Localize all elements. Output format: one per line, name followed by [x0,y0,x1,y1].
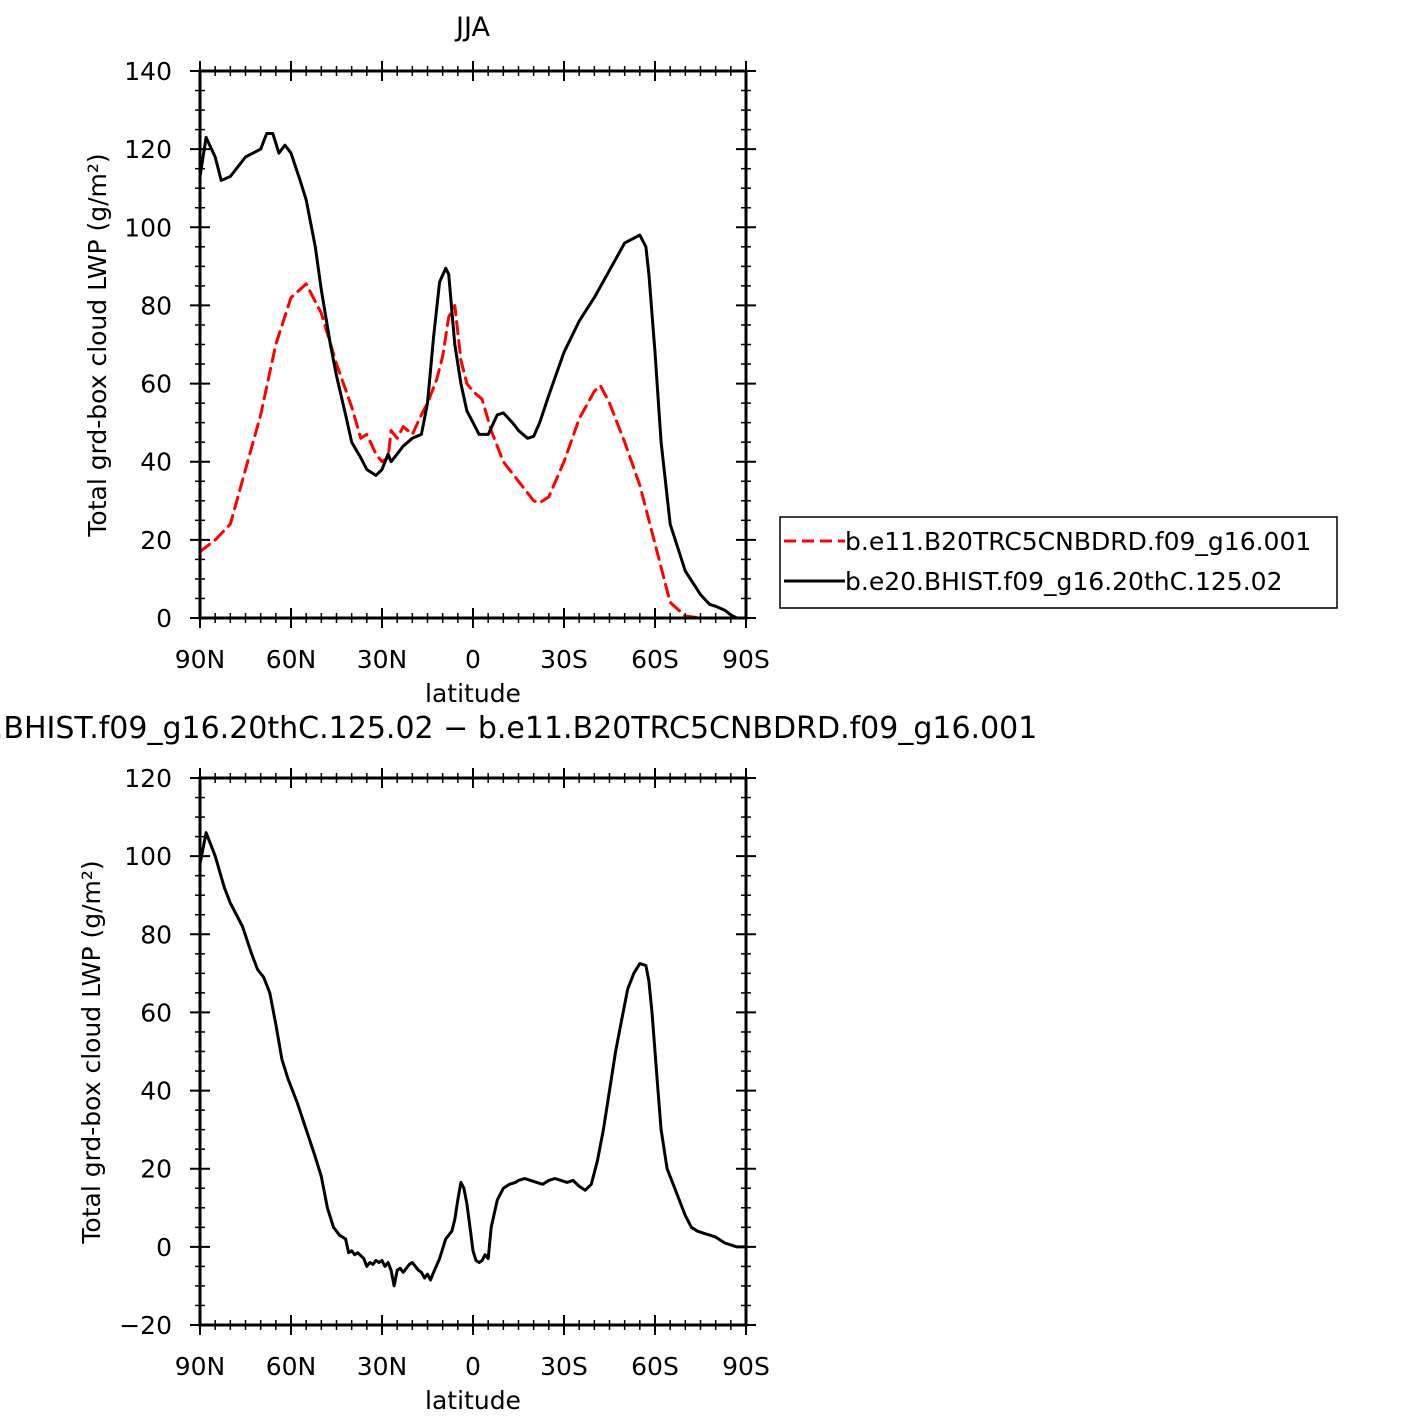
bottom-y-tick-label: 60 [140,998,172,1027]
bottom-y-tick-label: 20 [140,1155,172,1184]
legend-box [779,516,1338,609]
bottom-series-line-black-solid [198,831,748,1288]
top-y-tick-label: 0 [156,604,172,633]
top-y-tick-label: 120 [124,135,172,164]
bottom-x-tick-label: 90S [722,1352,770,1381]
top-x-tick-label: 30S [540,645,588,674]
top-y-tick-label: 20 [140,526,172,555]
bottom-series-group [198,831,748,1288]
bottom-line-chart: b.e20.BHIST.f09_g16.20thC.125.02 − b.e11… [0,711,1037,1415]
bottom-x-tick-label: 60N [266,1352,317,1381]
top-y-tick-label: 40 [140,448,172,477]
bottom-y-tick-label: 40 [140,1077,172,1106]
top-x-tick-label: 60S [631,645,679,674]
bottom-x-tick-label: 0 [465,1352,481,1381]
legend-label-black-solid: b.e20.BHIST.f09_g16.20thC.125.02 [845,567,1282,596]
bottom-chart-title: b.e20.BHIST.f09_g16.20thC.125.02 − b.e11… [0,711,1037,746]
top-y-tick-label: 60 [140,370,172,399]
bottom-axes-group: 90N 60N 30N 0 30S 60S 90S −20 0 20 40 60 80 100 120 [119,764,770,1381]
top-x-tick-label: 90S [722,645,770,674]
bottom-y-tick-label: 80 [140,920,172,949]
top-y-tick-label: 140 [124,57,172,86]
top-series-group [198,132,748,620]
top-x-tick-label: 90N [175,645,226,674]
legend-label-red-dashed: b.e11.B20TRC5CNBDRD.f09_g16.001 [845,527,1311,556]
bottom-y-axis-label: Total grd-box cloud LWP (g/m²) [77,860,106,1244]
top-x-tick-label: 60N [266,645,317,674]
top-y-axis-label: Total grd-box cloud LWP (g/m²) [83,153,112,537]
top-y-tick-label: 100 [124,213,172,242]
legend: b.e11.B20TRC5CNBDRD.f09_g16.001 b.e20.BH… [779,516,1338,609]
top-x-tick-label: 30N [357,645,408,674]
top-x-tick-label: 0 [465,645,481,674]
bottom-x-tick-label: 90N [175,1352,226,1381]
bottom-x-tick-label: 30S [540,1352,588,1381]
top-axes-group: 90N 60N 30N 0 30S 60S 90S 0 20 40 60 80 100 120 140 [124,57,770,674]
bottom-x-tick-label: 30N [357,1352,408,1381]
top-line-chart: JJA 90N 60N 30N 0 30S 60S 90S 0 20 40 60 80 100 120 14… [83,12,770,708]
bottom-x-axis-label: latitude [425,1386,521,1415]
bottom-y-tick-label: 0 [156,1233,172,1262]
top-plot-frame [198,69,748,620]
top-y-tick-label: 80 [140,291,172,320]
top-series-line-red-dashed [198,282,748,620]
bottom-y-tick-label: 100 [124,842,172,871]
bottom-y-tick-label: 120 [124,764,172,793]
bottom-y-tick-label: −20 [119,1311,172,1340]
top-x-axis-label: latitude [425,679,521,708]
top-chart-title: JJA [454,12,490,43]
top-series-line-black-solid [198,132,748,620]
bottom-x-tick-label: 60S [631,1352,679,1381]
